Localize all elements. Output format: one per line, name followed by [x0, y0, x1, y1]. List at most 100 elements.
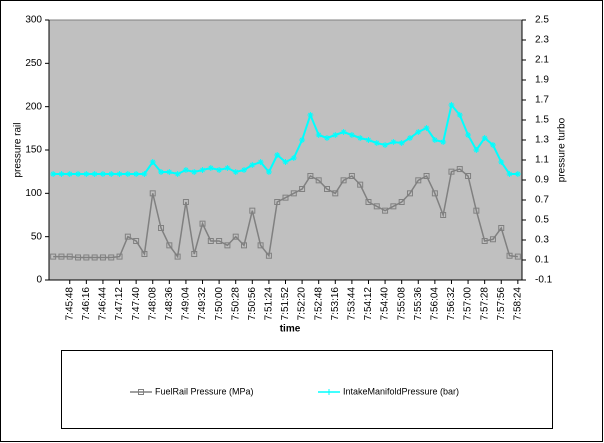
marker: [75, 254, 82, 261]
marker: [75, 171, 82, 177]
marker: [332, 132, 339, 138]
x-tick-label: 7:46:44: [98, 287, 109, 321]
marker: [323, 135, 330, 141]
y2-tick-label: 1.1: [535, 155, 549, 166]
marker: [415, 177, 422, 184]
marker: [365, 199, 372, 205]
x-tick-label: 7:45:48: [64, 287, 75, 321]
marker: [257, 159, 264, 165]
marker: [456, 166, 463, 173]
x-tick-label: 7:49:04: [181, 287, 192, 321]
x-tick-label: 7:54:40: [380, 287, 391, 321]
x-tick-label: 7:50:00: [214, 287, 225, 321]
marker: [83, 254, 90, 261]
y2-tick-label: 1.3: [535, 135, 549, 146]
marker: [406, 135, 413, 141]
marker: [191, 169, 198, 175]
marker: [489, 236, 496, 243]
marker: [373, 140, 380, 146]
y-tick-label: 50: [31, 231, 43, 242]
marker: [207, 238, 214, 244]
marker: [124, 233, 131, 240]
marker: [498, 225, 505, 231]
x-tick-label: 7:55:08: [396, 287, 407, 321]
marker: [216, 167, 223, 173]
marker: [398, 140, 405, 146]
x-tick-label: 7:48:08: [147, 287, 158, 321]
legend-box: [61, 350, 553, 429]
marker: [274, 199, 281, 205]
marker: [124, 171, 131, 177]
marker: [174, 171, 181, 177]
x-tick-label: 7:56:32: [446, 287, 457, 321]
y2-tick-label: 2.5: [535, 15, 549, 26]
marker: [199, 167, 206, 173]
x-tick-label: 7:49:32: [197, 287, 208, 321]
marker: [348, 132, 355, 138]
marker: [99, 254, 106, 261]
marker: [473, 147, 480, 153]
marker: [473, 207, 480, 214]
marker: [514, 171, 521, 177]
legend-marker: [326, 389, 332, 395]
x-tick-label: 7:51:24: [264, 287, 275, 321]
marker: [506, 171, 513, 177]
y-tick-label: 0: [36, 275, 42, 286]
marker: [440, 212, 447, 218]
marker: [141, 171, 148, 177]
marker: [382, 207, 389, 214]
y2-tick-label: 1.9: [535, 75, 549, 86]
legend-marker: [138, 389, 144, 395]
marker: [265, 252, 272, 259]
marker: [207, 165, 214, 171]
x-tick-label: 7:53:16: [330, 287, 341, 321]
x-tick-label: 7:54:12: [363, 287, 374, 321]
marker: [290, 155, 297, 161]
marker: [182, 167, 189, 173]
x-tick-label: 7:57:56: [496, 287, 507, 321]
marker: [307, 112, 314, 118]
marker: [249, 162, 256, 168]
marker: [440, 139, 447, 145]
y2-tick-label: 2.3: [535, 35, 549, 46]
marker: [141, 251, 148, 257]
y-axis-title: pressure rail: [13, 122, 24, 177]
y2-tick-label: 1.5: [535, 115, 549, 126]
marker: [149, 190, 156, 197]
x-tick-label: 7:47:40: [131, 287, 142, 321]
marker: [340, 177, 347, 184]
marker: [274, 152, 281, 158]
marker: [66, 253, 73, 260]
marker: [249, 207, 256, 214]
marker: [166, 242, 173, 249]
marker: [465, 173, 472, 179]
marker: [58, 171, 65, 177]
x-tick-label: 7:50:28: [230, 287, 241, 321]
marker: [431, 137, 438, 143]
marker: [216, 238, 223, 244]
marker: [299, 137, 306, 143]
marker: [174, 253, 181, 260]
marker: [323, 186, 330, 192]
marker: [373, 203, 380, 210]
marker: [50, 253, 57, 260]
marker: [390, 139, 397, 145]
marker: [158, 225, 165, 231]
x-tick-label: 7:50:56: [247, 287, 258, 321]
marker: [423, 125, 430, 131]
y2-tick-label: 2.1: [535, 55, 549, 66]
marker: [133, 171, 140, 177]
marker: [282, 159, 289, 165]
marker: [332, 190, 339, 197]
marker: [448, 102, 455, 108]
marker: [182, 199, 189, 205]
marker: [232, 169, 239, 175]
marker: [232, 233, 239, 240]
y2-tick-label: 0.7: [535, 195, 549, 206]
x-tick-label: 7:46:16: [81, 287, 92, 321]
marker: [498, 159, 505, 165]
y-tick-label: 300: [25, 15, 42, 26]
marker: [83, 171, 90, 177]
x-tick-label: 7:47:12: [114, 287, 125, 321]
